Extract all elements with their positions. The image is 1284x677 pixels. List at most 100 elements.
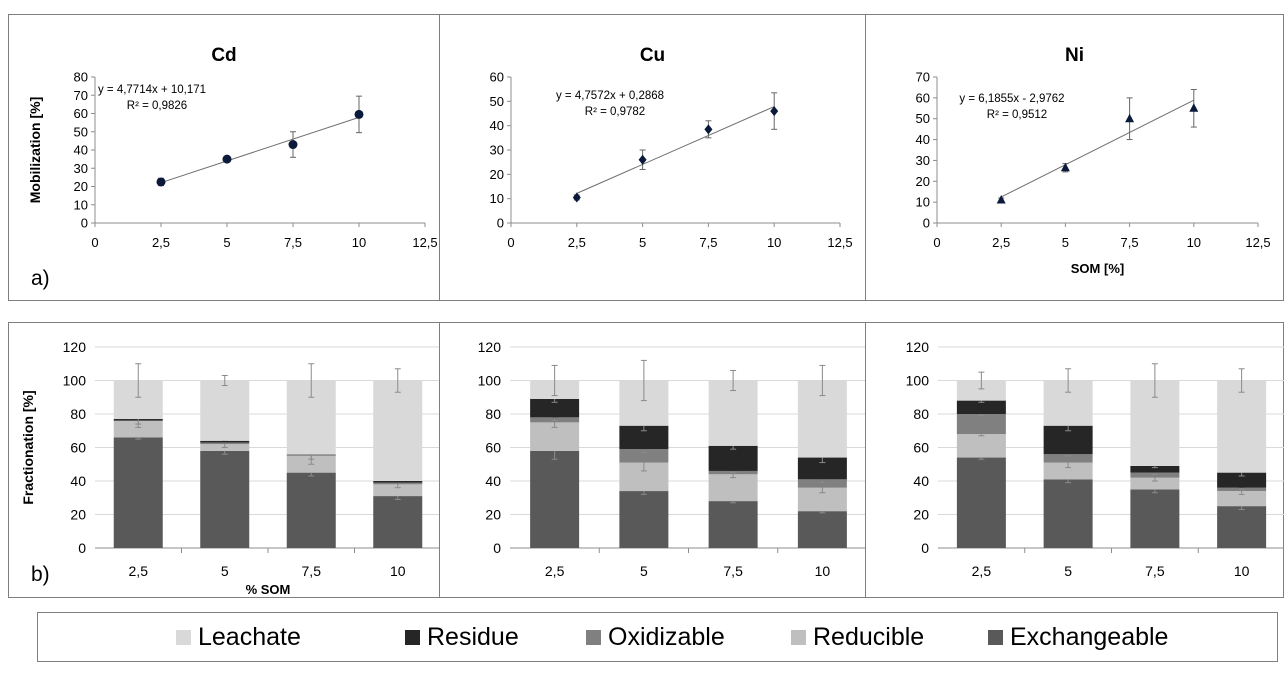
y-tick-label: 40: [490, 118, 504, 133]
bar-segment-exchangeable: [1130, 489, 1180, 548]
bar-segment-leachate: [708, 380, 758, 446]
bar-segment-oxidizable: [373, 482, 423, 485]
trendline-equation: y = 6,1855x - 2,9762: [959, 93, 1064, 105]
y-tick-label: 80: [485, 406, 501, 422]
legend-swatch: [988, 629, 1003, 645]
bar-segment-oxidizable: [1130, 472, 1180, 478]
data-point: [222, 154, 232, 164]
y-axis-title: Mobilization [%]: [27, 97, 43, 204]
x-tick-label: 0: [507, 235, 514, 250]
y-tick-label: 80: [70, 406, 86, 422]
x-tick-label: 5: [1062, 235, 1069, 250]
y-tick-label: 120: [63, 339, 87, 355]
legend-swatch: [405, 629, 420, 645]
data-point: [770, 106, 779, 117]
trendline-r-squared: R² = 0,9826: [127, 100, 187, 112]
section-label-a: a): [31, 267, 50, 290]
bar-segment-reducible: [956, 434, 1006, 458]
y-tick-label: 50: [490, 94, 504, 109]
data-point: [354, 109, 364, 119]
y-tick-label: 0: [923, 216, 930, 231]
x-tick-label: 12,5: [1245, 235, 1270, 250]
panel-cd-mobilization: Cd a) 0 10 20 30 40 50 60 70 80 0 2,5 5 7,5 10 12,5 Mob…: [8, 14, 440, 301]
y-tick-label: 30: [916, 153, 930, 168]
x-tick-label: 0: [933, 235, 940, 250]
bar-segment-residue: [956, 400, 1006, 414]
bar-segment-exchangeable: [113, 437, 163, 548]
bar-segment-residue: [530, 398, 580, 418]
x-tick-label: 7,5: [302, 563, 322, 579]
chart-title: Cu: [639, 45, 666, 66]
x-tick-label: 12,5: [827, 235, 852, 250]
x-tick-label: 5: [640, 563, 648, 579]
chart-cu-mobilization: 0 10 20 30 40 50 60 0 2,5 5 7,5 10 12,5 y = 4,7572x +…: [490, 70, 853, 251]
panel-cd-fractionation: b) 0 20 40 60 80 100 120 2,5 5 7,5 10 Fractionation…: [8, 322, 441, 598]
chart-legend: Leachate Residue Oxidizable Reducible Ex…: [37, 612, 1278, 662]
y-tick-label: 60: [913, 440, 929, 456]
data-point: [288, 140, 298, 150]
y-tick-label: 80: [74, 70, 88, 85]
y-tick-label: 40: [485, 473, 501, 489]
bar-segment-exchangeable: [956, 457, 1006, 548]
x-tick-label: 10: [1187, 235, 1201, 250]
y-tick-label: 20: [490, 167, 504, 182]
y-tick-label: 50: [74, 124, 88, 139]
bar-segment-exchangeable: [619, 491, 669, 548]
x-tick-label: 10: [390, 563, 406, 579]
x-tick-label: 2,5: [992, 235, 1010, 250]
bar-segment-oxidizable: [200, 442, 250, 445]
data-point: [638, 154, 647, 165]
x-tick-label: 5: [639, 235, 646, 250]
trendline-r-squared: R² = 0,9782: [585, 106, 645, 118]
legend-label: Leachate: [198, 622, 301, 651]
data-point: [996, 195, 1006, 204]
x-axis-title: % SOM: [246, 582, 291, 597]
bar-segment-reducible: [113, 420, 163, 438]
bar-segment-oxidizable: [619, 449, 669, 463]
bar-segment-leachate: [1217, 380, 1267, 473]
y-tick-label: 80: [913, 406, 929, 422]
bar-segment-residue: [708, 445, 758, 471]
legend-item-exchangeable: Exchangeable: [988, 622, 1168, 652]
y-tick-label: 40: [913, 473, 929, 489]
panel-ni-mobilization: Ni 0 10 20 30 40 50 60 70 0 2,5 5 7,5 10 12,5 SOM [%] y…: [865, 14, 1284, 301]
legend-label: Oxidizable: [608, 622, 725, 651]
bar-segment-oxidizable: [1043, 454, 1093, 463]
bar-segment-leachate: [956, 380, 1006, 401]
bar-segment-exchangeable: [797, 511, 847, 548]
legend-label: Residue: [427, 622, 519, 651]
x-tick-label: 2,5: [545, 563, 565, 579]
x-tick-label: 10: [815, 563, 831, 579]
y-tick-label: 60: [490, 70, 504, 85]
bar-segment-reducible: [1130, 477, 1180, 490]
chart-title: Cd: [211, 45, 237, 66]
y-tick-label: 20: [70, 507, 86, 523]
y-tick-label: 10: [916, 195, 930, 210]
x-tick-label: 2,5: [129, 563, 149, 579]
data-point: [572, 192, 581, 203]
bar-segment-reducible: [1217, 491, 1267, 507]
bar-segment-residue: [200, 440, 250, 443]
legend-swatch: [791, 629, 806, 645]
y-tick-label: 40: [70, 473, 86, 489]
section-label-b: b): [31, 563, 50, 586]
trendline-r-squared: R² = 0,9512: [987, 109, 1047, 121]
y-tick-label: 0: [81, 216, 88, 231]
bar-segment-reducible: [373, 484, 423, 497]
y-tick-label: 100: [906, 373, 930, 389]
data-point: [156, 177, 166, 187]
x-tick-label: 7,5: [699, 235, 717, 250]
y-tick-label: 100: [63, 373, 87, 389]
trendline: [1000, 99, 1195, 198]
y-tick-label: 10: [74, 197, 88, 212]
y-tick-label: 20: [74, 179, 88, 194]
y-tick-label: 30: [74, 161, 88, 176]
y-tick-label: 0: [921, 540, 929, 556]
x-tick-label: 5: [1064, 563, 1072, 579]
y-tick-label: 60: [70, 440, 86, 456]
bar-segment-reducible: [708, 474, 758, 502]
bar-segment-leachate: [200, 380, 250, 441]
legend-item-oxidizable: Oxidizable: [586, 622, 725, 652]
trendline: [160, 116, 360, 184]
y-tick-label: 100: [478, 373, 502, 389]
